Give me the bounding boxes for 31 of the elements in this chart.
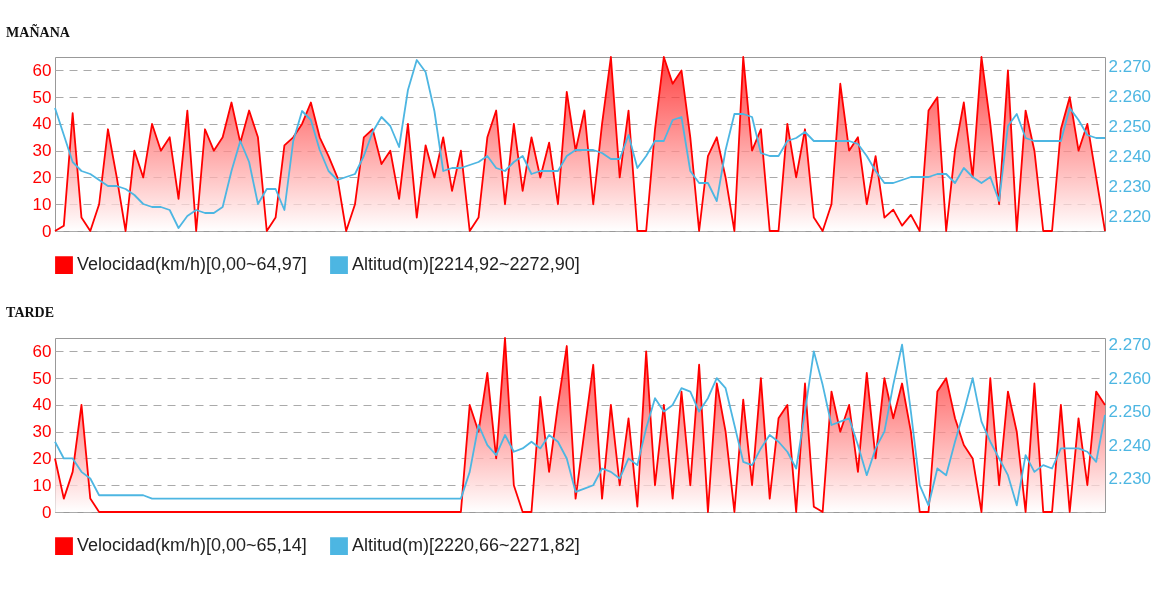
- chart-title: TARDE: [6, 304, 55, 320]
- y2-tick-label: 2.270: [1108, 56, 1152, 76]
- y-tick-label: 10: [32, 475, 52, 495]
- y2-tick-label: 2.240: [1108, 435, 1152, 455]
- y2-tick-label: 2.240: [1108, 146, 1152, 166]
- y2-tick-label: 2.270: [1108, 335, 1152, 355]
- y2-tick-label: 2.260: [1108, 368, 1152, 388]
- legend-label: Altitud(m)[2214,92~2272,90]: [352, 254, 580, 275]
- y-tick-label: 60: [32, 341, 52, 361]
- y-tick-label: 50: [32, 87, 52, 107]
- legend-label: Velocidad(km/h)[0,00~64,97]: [77, 254, 307, 275]
- y-tick-label: 60: [32, 60, 52, 80]
- y-tick-label: 10: [32, 194, 52, 214]
- y2-tick-label: 2.250: [1108, 116, 1152, 136]
- y-tick-label: 0: [42, 502, 52, 522]
- y-tick-label: 20: [32, 448, 52, 468]
- y-tick-label: 0: [42, 221, 52, 241]
- y2-tick-label: 2.230: [1108, 176, 1152, 196]
- y-tick-label: 50: [32, 368, 52, 388]
- chart-title: MAÑANA: [6, 23, 71, 41]
- y-tick-label: 40: [32, 395, 52, 415]
- legend-label: Altitud(m)[2220,66~2271,82]: [352, 535, 580, 556]
- y-tick-label: 30: [32, 141, 52, 161]
- y-tick-label: 40: [32, 114, 52, 134]
- y-tick-label: 20: [32, 167, 52, 187]
- y-tick-label: 30: [32, 422, 52, 442]
- y2-tick-label: 2.250: [1108, 402, 1152, 422]
- y2-tick-label: 2.260: [1108, 86, 1152, 106]
- legend-label: Velocidad(km/h)[0,00~65,14]: [77, 535, 307, 556]
- y2-tick-label: 2.230: [1108, 469, 1152, 489]
- y2-tick-label: 2.220: [1108, 206, 1152, 226]
